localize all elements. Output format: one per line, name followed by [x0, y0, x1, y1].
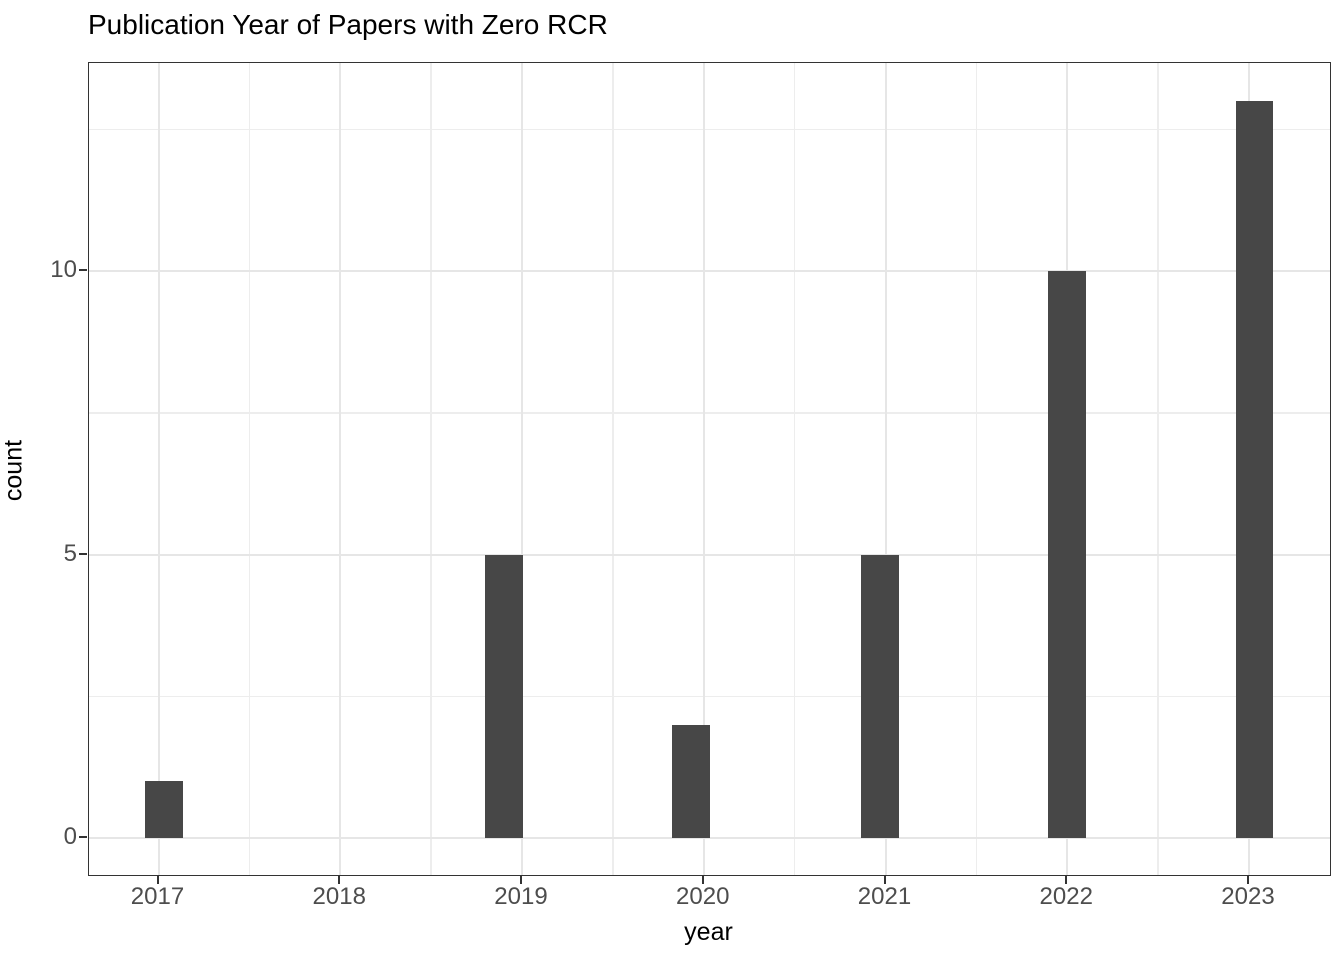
y-axis-tick: [79, 269, 87, 271]
gridline-minor-vertical: [430, 63, 432, 875]
gridline-minor-vertical: [793, 63, 796, 875]
histogram-bar: [485, 554, 523, 838]
chart-title: Publication Year of Papers with Zero RCR: [88, 9, 608, 40]
y-tick-label: 0: [63, 823, 77, 850]
histogram-bar: [1048, 271, 1086, 838]
x-axis-tick: [1065, 876, 1068, 884]
gridline-major-horizontal: [89, 553, 1330, 556]
y-tick-label: 10: [50, 256, 77, 283]
y-tick-label: 5: [63, 539, 77, 567]
histogram-bar: [145, 781, 183, 838]
gridline-minor-vertical: [1157, 63, 1159, 875]
x-tick-label: 2020: [676, 883, 730, 910]
x-tick-label: 2019: [494, 883, 548, 910]
gridline-minor-vertical: [248, 63, 251, 875]
y-axis-label: count: [0, 439, 28, 502]
gridline-major-vertical: [702, 63, 705, 875]
x-tick-label: 2018: [312, 883, 366, 910]
x-axis-tick: [883, 876, 886, 884]
x-axis-tick: [520, 876, 522, 884]
gridline-major-vertical: [884, 63, 887, 875]
x-axis-tick: [156, 876, 159, 884]
gridline-major-vertical: [157, 63, 160, 875]
histogram-bar: [861, 554, 899, 838]
gridline-major-vertical: [339, 63, 342, 875]
x-axis-label: year: [684, 918, 733, 946]
gridline-major-horizontal: [89, 837, 1330, 839]
y-axis-tick: [79, 836, 87, 838]
gridline-minor-vertical: [612, 63, 614, 875]
y-axis-tick: [79, 552, 87, 555]
x-tick-label: 2022: [1039, 883, 1093, 910]
x-axis-tick: [1247, 876, 1249, 884]
x-axis-tick: [701, 876, 704, 884]
x-tick-label: 2023: [1221, 883, 1275, 910]
histogram-bar: [1235, 100, 1274, 838]
x-tick-label: 2017: [130, 883, 185, 910]
gridline-minor-horizontal: [89, 128, 1330, 130]
gridline-minor-horizontal: [89, 695, 1330, 697]
plot-panel: [88, 62, 1331, 876]
histogram-bar: [672, 724, 710, 838]
gridline-minor-horizontal: [89, 412, 1330, 414]
gridline-minor-vertical: [975, 63, 978, 875]
gridline-major-vertical: [521, 63, 523, 875]
x-axis-tick: [338, 876, 341, 884]
x-tick-label: 2021: [857, 883, 912, 910]
gridline-major-horizontal: [89, 270, 1330, 272]
